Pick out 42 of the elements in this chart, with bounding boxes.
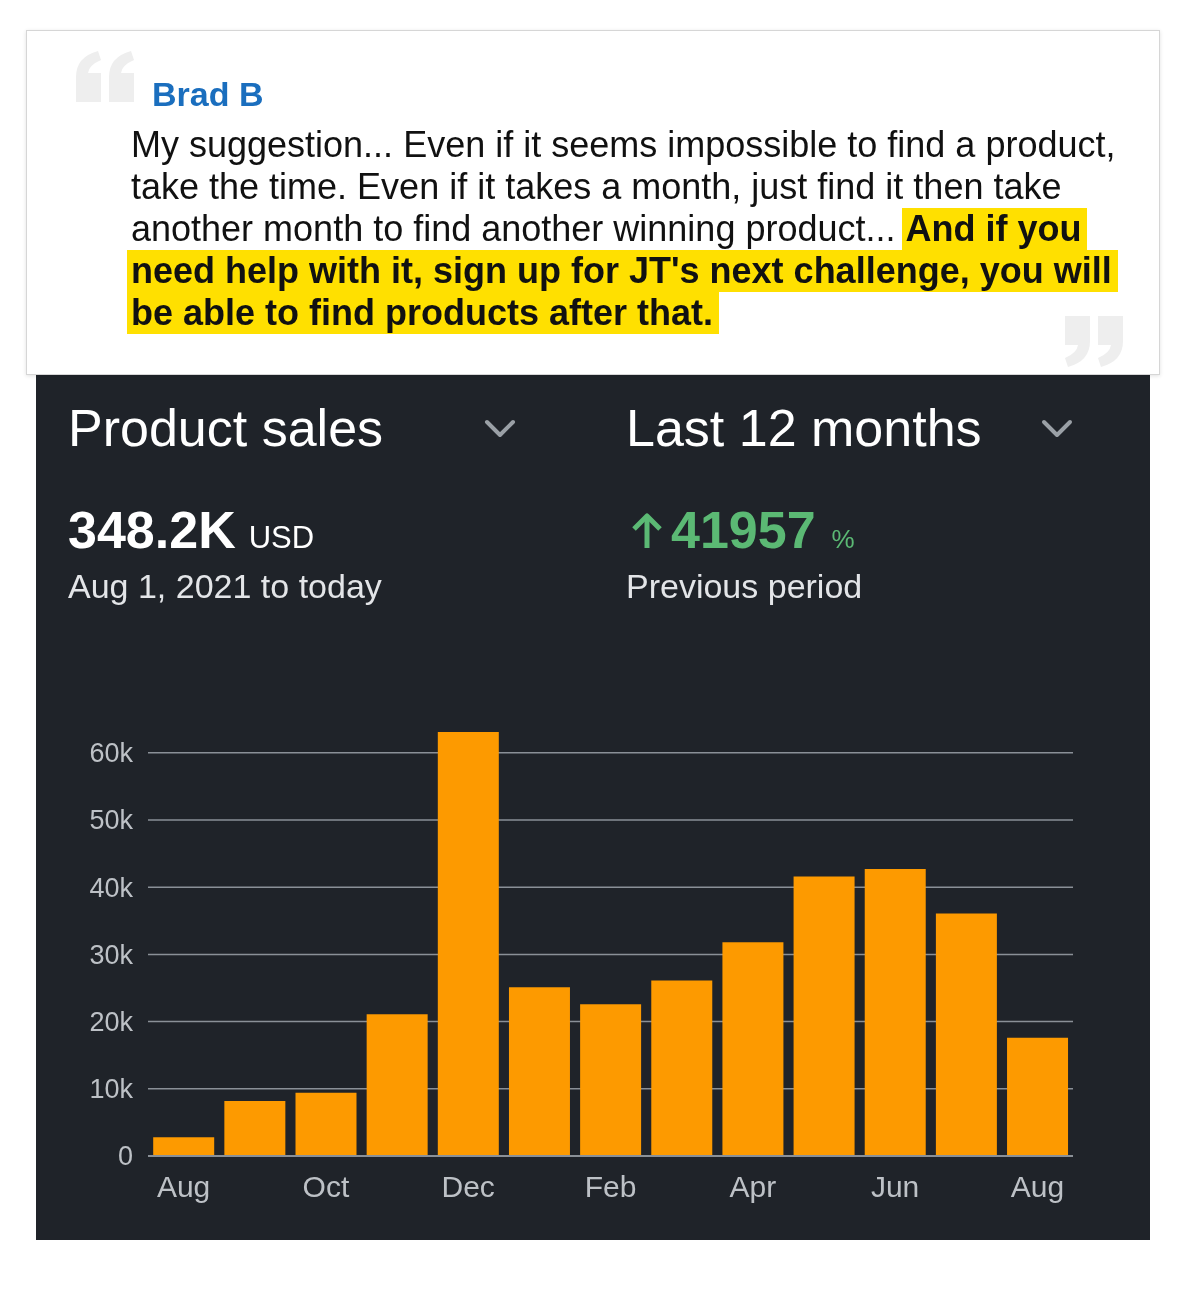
bar — [864, 869, 926, 1156]
text: need help with it, sign up for JT's next challenge, you will — [131, 250, 1112, 291]
bar — [580, 1004, 642, 1156]
chart-subtitle: Last 12 months — [626, 399, 982, 457]
y-tick-label: 60k — [89, 738, 134, 769]
bar — [651, 980, 713, 1156]
x-tick-label: Aug — [1010, 1170, 1065, 1203]
bar — [224, 1100, 286, 1156]
bar — [935, 913, 997, 1156]
x-tick-label: Oct — [302, 1170, 350, 1203]
y-tick-label: 50k — [89, 805, 134, 836]
text: Aug 1, 2021 to today — [68, 567, 382, 605]
bar — [153, 1137, 215, 1156]
x-tick-label: Feb — [584, 1170, 637, 1203]
y-tick-label: 0 — [117, 1141, 133, 1172]
bar — [793, 876, 855, 1156]
bar — [508, 987, 570, 1156]
y-tick-label: 10k — [89, 1074, 134, 1105]
bar — [366, 1014, 428, 1156]
y-tick-label: 30k — [89, 939, 134, 970]
text: take the time. Even if it takes a month, just find it then take — [131, 166, 1062, 207]
x-tick-label: Apr — [729, 1170, 777, 1203]
text: another month to find another winning product... — [131, 208, 896, 249]
text: be able to find products after that. — [131, 292, 714, 333]
text: % — [831, 524, 855, 554]
text: 41957 — [671, 501, 816, 559]
chart-title: Product sales — [68, 399, 384, 457]
text: And if you — [905, 208, 1082, 249]
bar — [437, 732, 499, 1156]
x-tick-label: Jun — [870, 1170, 920, 1203]
y-tick-label: 40k — [89, 872, 134, 903]
bar — [722, 942, 784, 1156]
text: Previous period — [626, 567, 863, 605]
y-tick-label: 20k — [89, 1007, 134, 1038]
text: USD — [248, 520, 315, 555]
text: My suggestion... Even if it seems impossible to find a product, — [131, 124, 1116, 165]
text: 348.2K — [68, 501, 236, 559]
bar — [1007, 1037, 1069, 1156]
x-tick-label: Dec — [441, 1170, 495, 1203]
x-tick-label: Aug — [156, 1170, 211, 1203]
text: Brad B — [152, 75, 264, 113]
bar — [295, 1092, 357, 1156]
